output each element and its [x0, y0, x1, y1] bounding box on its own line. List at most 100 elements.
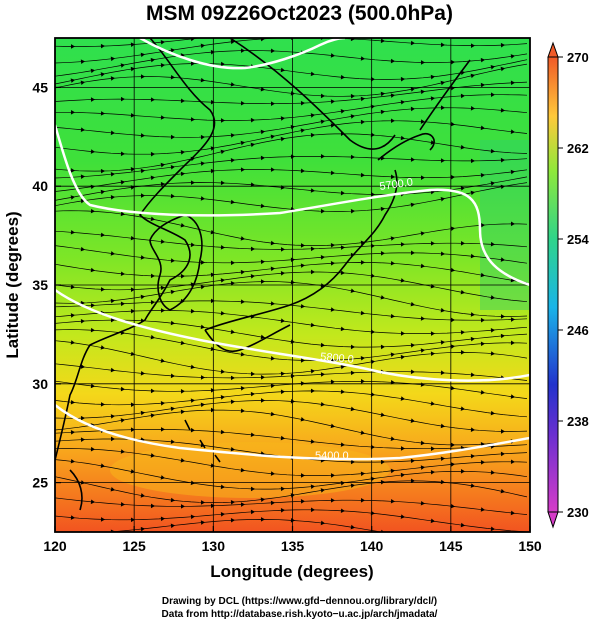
wind-arrow: [70, 168, 75, 173]
wind-arrow: [470, 427, 475, 432]
china-korea-coast: [55, 38, 216, 461]
wind-arrow: [320, 283, 325, 288]
y-tick-label: 35: [32, 277, 48, 293]
wind-arrow: [311, 24, 315, 29]
wind-arrow: [260, 375, 265, 380]
wind-arrow: [340, 480, 345, 486]
wind-arrow: [300, 473, 305, 478]
wind-arrow: [90, 327, 95, 333]
wind-arrow: [210, 168, 215, 174]
wind-arrow: [230, 260, 235, 266]
wind-arrow: [100, 72, 105, 77]
wind-arrow: [200, 260, 205, 265]
wind-arrow: [340, 270, 345, 276]
contour-5400: [139, 38, 346, 70]
contour-label-5800: 5800.0: [320, 351, 355, 366]
wind-arrow: [401, 23, 405, 28]
wind-arrow: [430, 331, 435, 336]
wind-arrow: [270, 383, 275, 389]
wind-arrow: [440, 42, 445, 48]
wind-arrow: [440, 423, 445, 429]
wind-arrow: [310, 269, 315, 275]
wind-arrow: [390, 379, 395, 385]
wind-arrow: [160, 39, 165, 45]
wind-arrow: [390, 58, 395, 64]
wind-arrow: [270, 266, 275, 272]
wind-arrow: [350, 406, 355, 412]
wind-arrow: [80, 364, 85, 369]
wind-arrow: [230, 199, 235, 205]
wind-arrow: [340, 190, 345, 196]
wind-arrow: [350, 344, 355, 350]
wind-arrow: [90, 267, 95, 273]
wind-arrow: [200, 520, 205, 525]
wind-arrow: [110, 56, 115, 62]
wind-arrow: [180, 223, 185, 228]
warm-patch: [110, 442, 390, 498]
streamline: [55, 245, 528, 264]
wind-arrow: [450, 385, 455, 391]
wind-arrow: [501, 544, 505, 549]
wind-arrow: [280, 136, 285, 142]
wind-arrow: [281, 26, 285, 31]
wind-arrow: [160, 181, 165, 187]
wind-arrow: [450, 226, 455, 231]
wind-arrow: [110, 298, 115, 304]
wind-arrow: [230, 281, 235, 286]
wind-arrow: [360, 310, 365, 316]
wind-arrow: [120, 301, 125, 307]
wind-arrow: [310, 507, 315, 513]
wind-arrow: [340, 389, 345, 395]
wind-arrow: [360, 96, 365, 102]
wind-arrow: [290, 373, 295, 379]
x-tick-label: 140: [360, 538, 384, 554]
korea-peninsula: [149, 214, 203, 311]
wind-arrow: [160, 401, 165, 406]
wind-arrow: [300, 128, 305, 133]
wind-arrow: [220, 310, 225, 316]
wind-arrow: [410, 40, 415, 46]
wind-arrow: [160, 63, 165, 68]
streamline: [55, 497, 528, 515]
wind-arrow: [240, 352, 245, 357]
wind-arrow: [150, 503, 155, 509]
wind-arrow: [440, 307, 445, 313]
wind-arrow: [260, 334, 265, 340]
wind-arrow: [400, 76, 405, 82]
wind-arrow: [460, 468, 465, 474]
wind-arrow: [130, 235, 135, 241]
wind-arrow: [270, 500, 275, 506]
wind-arrow: [450, 317, 455, 323]
wind-arrow: [370, 243, 375, 249]
wind-arrow: [100, 402, 105, 407]
wind-arrow: [90, 184, 95, 190]
wind-arrow: [130, 66, 135, 72]
coastlines: [55, 38, 471, 511]
wind-arrow: [150, 453, 155, 458]
wind-arrow: [480, 125, 485, 131]
wind-arrow: [471, 543, 475, 548]
wind-arrow: [120, 180, 125, 185]
wind-arrow: [210, 146, 215, 151]
wind-arrow: [110, 317, 115, 323]
wind-arrow: [210, 272, 215, 278]
wind-arrow: [450, 267, 455, 273]
wind-arrow: [390, 236, 395, 241]
wind-arrow: [221, 33, 225, 38]
x-tick-label: 150: [518, 538, 542, 554]
wind-arrow: [380, 109, 385, 115]
x-tick-label: 135: [281, 538, 305, 554]
wind-arrow: [450, 121, 455, 127]
wind-arrow: [140, 410, 145, 416]
colorbar-min-arrow: [547, 511, 559, 529]
wind-arrow: [490, 410, 495, 416]
wind-arrow: [350, 288, 355, 293]
wind-arrow: [250, 486, 255, 492]
streamline: [55, 281, 528, 317]
wind-arrow: [140, 294, 145, 300]
wind-arrow: [390, 352, 395, 357]
wind-arrow: [411, 535, 415, 540]
wind-arrow: [280, 486, 285, 492]
contour-label-5700: 5700.0: [379, 176, 414, 193]
wind-arrow: [480, 272, 485, 278]
